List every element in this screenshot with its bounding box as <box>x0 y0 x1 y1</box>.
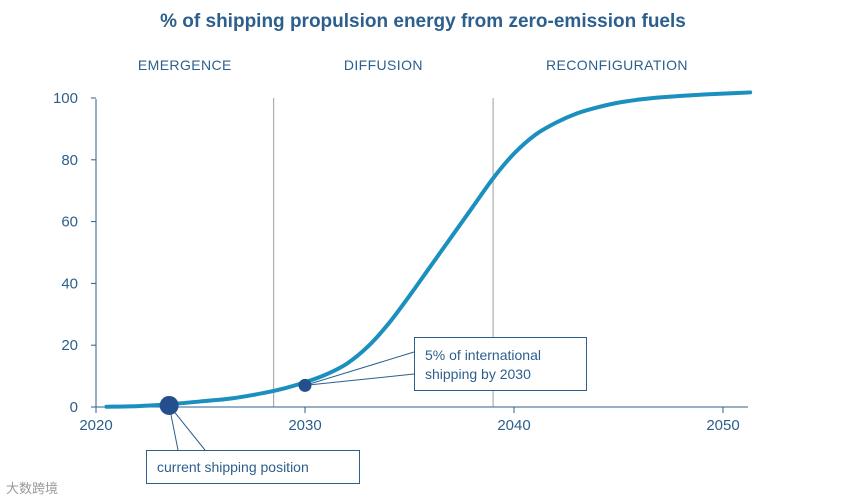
x-tick-label: 2020 <box>79 417 112 434</box>
chart-title: % of shipping propulsion energy from zer… <box>160 11 686 32</box>
callout-leaders <box>168 351 415 451</box>
current-position-marker <box>159 395 179 415</box>
leader-target-a <box>304 351 415 386</box>
y-tick-label: 20 <box>61 337 78 354</box>
callout-current-position: current shipping position <box>146 450 360 484</box>
callout-2030-line1: 5% of international <box>425 347 541 363</box>
target-2030-marker <box>298 378 312 392</box>
point-markers <box>159 378 312 415</box>
callout-2030-target: 5% of international shipping by 2030 <box>414 337 587 391</box>
y-tick-label: 100 <box>53 90 78 107</box>
phase-label: EMERGENCE <box>138 57 232 73</box>
leader-target-b <box>304 373 415 386</box>
y-tick-label: 40 <box>61 275 78 292</box>
leader-current-b <box>168 405 206 451</box>
x-tick-label: 2040 <box>497 417 530 434</box>
x-tick-label: 2030 <box>288 417 321 434</box>
callout-current-position-label: current shipping position <box>157 459 309 475</box>
x-tick-label: 2050 <box>706 417 739 434</box>
y-tick-label: 80 <box>61 152 78 169</box>
series-line <box>104 90 753 409</box>
phase-label: DIFFUSION <box>344 57 423 73</box>
phase-labels: EMERGENCE DIFFUSION RECONFIGURATION <box>138 57 688 73</box>
y-tick-label: 0 <box>70 399 78 416</box>
watermark: 大数跨境 <box>6 481 59 496</box>
y-tick-label: 60 <box>61 214 78 231</box>
callout-2030-line2: shipping by 2030 <box>425 366 531 382</box>
phase-label: RECONFIGURATION <box>546 57 688 73</box>
